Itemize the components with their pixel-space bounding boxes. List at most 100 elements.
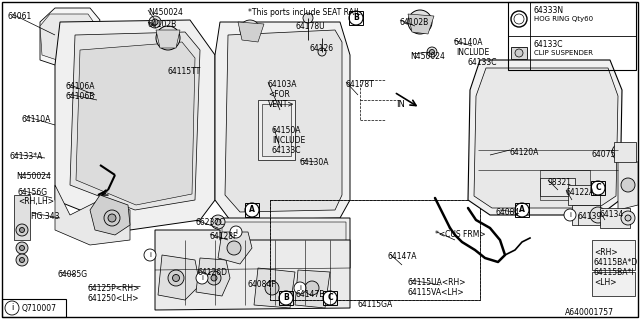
Text: 64110A: 64110A [22,115,51,124]
Text: 64150A: 64150A [272,126,301,135]
Bar [270,200,480,300]
Circle shape [211,215,225,229]
Text: 64115BA*D: 64115BA*D [594,258,638,267]
Text: 66237C: 66237C [196,218,225,227]
Circle shape [19,228,24,233]
Circle shape [612,144,628,160]
Circle shape [245,203,259,217]
Circle shape [514,14,524,24]
Circle shape [427,47,437,57]
Circle shape [279,291,293,305]
Polygon shape [55,185,130,245]
Circle shape [144,249,156,261]
Polygon shape [156,30,180,48]
Text: <FOR: <FOR [268,90,290,99]
Text: C: C [327,293,333,302]
Circle shape [207,271,221,285]
Bar [572,205,600,225]
Polygon shape [90,195,130,235]
Polygon shape [511,47,527,59]
Circle shape [196,272,208,284]
Polygon shape [614,142,636,162]
Polygon shape [295,270,330,308]
Circle shape [16,224,28,236]
Circle shape [230,226,242,238]
Circle shape [156,26,180,50]
Text: i: i [569,212,571,218]
Text: i: i [149,252,151,258]
Circle shape [625,215,631,221]
Circle shape [162,32,174,44]
Circle shape [323,291,337,305]
Circle shape [591,181,605,195]
Text: Q710007: Q710007 [22,303,57,313]
Polygon shape [225,30,342,212]
Polygon shape [618,160,638,210]
Circle shape [227,241,241,255]
Text: A640001757: A640001757 [565,308,614,317]
Text: IN: IN [396,100,405,109]
Text: i: i [299,285,301,291]
Polygon shape [76,42,195,205]
Text: 64178T: 64178T [346,80,375,89]
Polygon shape [218,218,350,270]
Text: 64084: 64084 [496,208,520,217]
Circle shape [515,49,523,57]
Polygon shape [474,68,618,208]
Bar [600,208,630,228]
Text: 64128F: 64128F [210,232,238,241]
Circle shape [305,281,319,295]
Text: 64103A: 64103A [268,80,298,89]
Circle shape [168,270,184,286]
Text: B: B [353,13,359,22]
Polygon shape [408,14,434,34]
Text: i: i [201,275,203,281]
Text: 64122A: 64122A [566,188,595,197]
Circle shape [621,178,635,192]
Polygon shape [40,14,95,60]
Text: 64102B: 64102B [400,18,429,27]
Circle shape [265,281,279,295]
Text: 64178U: 64178U [296,22,326,31]
Bar [508,2,636,70]
Circle shape [240,20,260,40]
Text: i: i [235,229,237,235]
Text: 64133C: 64133C [272,146,301,155]
Text: N450024: N450024 [148,8,183,17]
Text: 64106B: 64106B [66,92,95,101]
Circle shape [19,245,24,251]
Text: <RH,LH>: <RH,LH> [18,197,54,206]
Circle shape [564,209,576,221]
Text: 64115TT: 64115TT [168,67,201,76]
Text: CLIP SUSPENDER: CLIP SUSPENDER [534,50,593,56]
Text: 64115VA<LH>: 64115VA<LH> [408,288,465,297]
Text: 64139: 64139 [578,212,602,221]
Polygon shape [158,255,200,300]
Text: N450024: N450024 [410,52,445,61]
Circle shape [515,203,529,217]
Circle shape [5,301,19,315]
Text: 64120A: 64120A [510,148,540,157]
Text: 64130A: 64130A [300,158,330,167]
Circle shape [318,48,326,56]
Bar [245,203,259,217]
Text: 641250<LH>: 641250<LH> [88,294,140,303]
Bar [540,170,590,200]
Text: <LH>: <LH> [594,278,616,287]
Polygon shape [55,20,215,230]
Bar [592,272,635,296]
Text: HOG RING Qty60: HOG RING Qty60 [534,16,593,22]
Bar [258,100,295,160]
Circle shape [414,16,426,28]
Text: 64061: 64061 [8,12,32,21]
Polygon shape [254,268,295,308]
Bar [591,181,605,195]
Circle shape [215,219,221,225]
Circle shape [16,254,28,266]
Polygon shape [14,195,30,240]
Text: i: i [11,303,13,313]
Text: *This ports include SEAT RAIL.: *This ports include SEAT RAIL. [248,8,363,17]
Text: 64115UA<RH>: 64115UA<RH> [408,278,467,287]
Text: <RH>: <RH> [594,248,618,257]
Circle shape [152,19,158,25]
